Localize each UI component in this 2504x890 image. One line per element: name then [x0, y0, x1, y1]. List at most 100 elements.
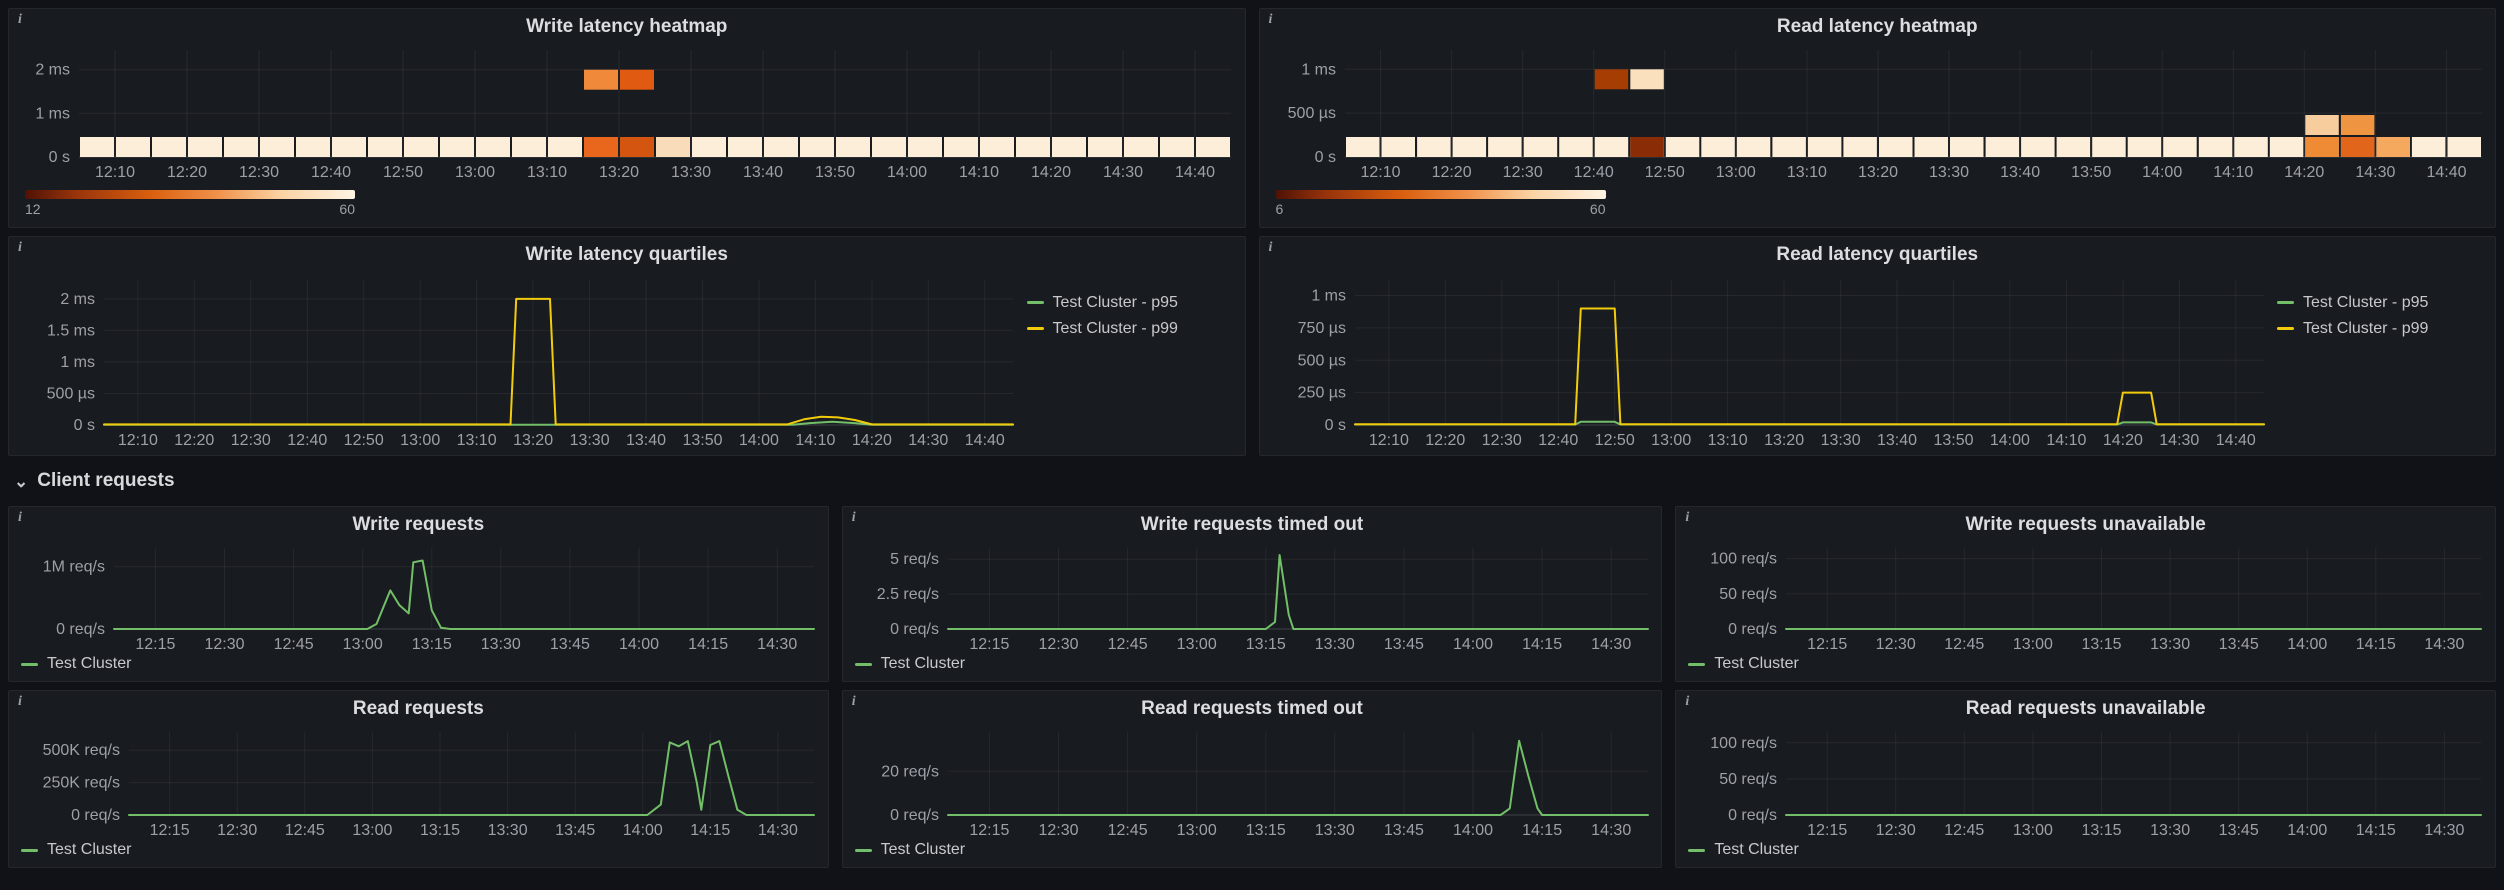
panel-read-latency-heatmap: i Read latency heatmap 12:10 12:20 12:30 12… [1258, 8, 2496, 228]
panel-info-icon[interactable]: i [1268, 240, 1273, 255]
panel-info-icon[interactable]: i [18, 240, 22, 255]
svg-text:1.5 ms: 1.5 ms [47, 322, 95, 339]
svg-text:13:45: 13:45 [2219, 636, 2259, 653]
svg-text:1 ms: 1 ms [1311, 287, 1346, 304]
legend-item-test-cluster[interactable]: Test Cluster [21, 841, 131, 859]
panel-title[interactable]: Write requests timed out [1140, 514, 1364, 535]
read-requests-timed-out-chart[interactable]: 12:15 12:30 12:45 13:00 13:15 13:30 13:45 14:00… [843, 724, 1662, 841]
svg-text:2.5 req/s: 2.5 req/s [876, 586, 938, 603]
panel-title[interactable]: Write latency quartiles [525, 244, 728, 265]
panel-title[interactable]: Read requests [352, 698, 484, 719]
write-latency-quartiles-chart[interactable]: 12:10 12:20 12:30 12:40 12:50 13:00 13:10 13:20… [9, 270, 1027, 455]
panel-legend: Test Cluster [843, 655, 1662, 681]
panel-legend: Test Cluster [9, 655, 828, 681]
write-latency-heatmap-chart[interactable]: 12:10 12:20 12:30 12:40 12:50 13:00 13:10 13:20… [9, 42, 1245, 187]
panel-info-icon[interactable]: i [851, 510, 856, 525]
svg-text:13:30: 13:30 [2150, 822, 2190, 839]
legend-label: Test Cluster - p95 [1052, 293, 1178, 311]
svg-text:12:10: 12:10 [1368, 432, 1408, 449]
legend-item-test-cluster[interactable]: Test Cluster [854, 841, 965, 859]
panel-info-icon[interactable]: i [1268, 12, 1273, 27]
heatmap-color-scale: 12 60 [9, 187, 1245, 227]
legend-item-test-cluster[interactable]: Test Cluster [21, 655, 131, 673]
legend-item-test-cluster[interactable]: Test Cluster [1688, 655, 1799, 673]
svg-text:13:50: 13:50 [1933, 432, 1973, 449]
panel-title[interactable]: Write latency heatmap [526, 16, 728, 37]
panel-write-latency-quartiles: i Write latency quartiles 12:10 12:20 12:3… [8, 236, 1246, 456]
svg-text:1 ms: 1 ms [60, 354, 95, 371]
write-requests-unavailable-chart[interactable]: 12:15 12:30 12:45 13:00 13:15 13:30 13:45 14:00… [1676, 540, 2495, 655]
color-scale-labels: 12 60 [25, 201, 355, 217]
row-header-label: Client requests [37, 470, 175, 491]
legend-item-p95[interactable]: Test Cluster - p95 [1026, 293, 1245, 312]
panel-read-requests: i Read requests 12:15 12:30 12:45 13:00 13:1… [8, 690, 829, 868]
svg-text:14:00: 14:00 [739, 432, 779, 449]
row-header-client-requests[interactable]: ⌄ Client requests [8, 464, 2496, 498]
svg-text:13:00: 13:00 [1176, 822, 1216, 839]
panel-write-latency-heatmap: i Write latency heatmap 12:10 12:20 12:30 1… [8, 8, 1246, 228]
svg-text:13:50: 13:50 [682, 432, 722, 449]
svg-text:20 req/s: 20 req/s [881, 763, 939, 780]
svg-text:14:15: 14:15 [688, 636, 728, 653]
heatmap-color-scale: 6 60 [1260, 187, 2496, 227]
write-requests-chart[interactable]: 12:15 12:30 12:45 13:00 13:15 13:30 13:45 14:00… [9, 540, 828, 655]
svg-text:500K req/s: 500K req/s [43, 742, 120, 759]
svg-text:13:30: 13:30 [2150, 636, 2190, 653]
panel-title[interactable]: Read latency quartiles [1776, 244, 1979, 265]
write-requests-timed-out-chart[interactable]: 12:15 12:30 12:45 13:00 13:15 13:30 13:45 14:00… [843, 540, 1662, 655]
panel-title[interactable]: Write requests [352, 514, 485, 535]
svg-text:14:40: 14:40 [2215, 432, 2255, 449]
read-requests-chart[interactable]: 12:15 12:30 12:45 13:00 13:15 13:30 13:45 14:00… [9, 724, 828, 841]
svg-text:14:30: 14:30 [2425, 822, 2465, 839]
svg-text:13:30: 13:30 [671, 164, 711, 181]
read-requests-unavailable-chart[interactable]: 12:15 12:30 12:45 13:00 13:15 13:30 13:45 14:00… [1676, 724, 2495, 841]
panel-title[interactable]: Read requests timed out [1141, 698, 1363, 719]
svg-text:13:30: 13:30 [570, 432, 610, 449]
svg-text:13:15: 13:15 [412, 636, 452, 653]
legend-item-test-cluster[interactable]: Test Cluster [1688, 841, 1799, 859]
svg-text:13:00: 13:00 [2013, 636, 2053, 653]
panel-title[interactable]: Read requests unavailable [1965, 698, 2206, 719]
svg-text:500 µs: 500 µs [47, 385, 95, 402]
svg-text:0 req/s: 0 req/s [1728, 807, 1777, 824]
panel-info-icon[interactable]: i [18, 694, 22, 709]
svg-text:14:30: 14:30 [2425, 636, 2465, 653]
svg-text:0 s: 0 s [74, 417, 95, 434]
svg-text:14:15: 14:15 [2356, 822, 2396, 839]
svg-text:12:45: 12:45 [274, 636, 314, 653]
svg-text:12:20: 12:20 [174, 432, 214, 449]
legend-item-p99[interactable]: Test Cluster - p99 [2277, 320, 2495, 338]
panel-title[interactable]: Read latency heatmap [1776, 16, 1978, 37]
svg-text:14:30: 14:30 [2159, 432, 2199, 449]
svg-text:13:30: 13:30 [488, 822, 528, 839]
legend-item-test-cluster[interactable]: Test Cluster [854, 655, 965, 673]
svg-text:13:00: 13:00 [2013, 822, 2053, 839]
panel-info-icon[interactable]: i [18, 12, 22, 27]
svg-text:14:30: 14:30 [2355, 164, 2395, 181]
panel-info-icon[interactable]: i [1685, 510, 1690, 525]
svg-text:12:20: 12:20 [167, 164, 207, 181]
svg-text:12:50: 12:50 [383, 164, 423, 181]
svg-text:12:30: 12:30 [1876, 822, 1916, 839]
svg-text:14:00: 14:00 [1453, 822, 1493, 839]
panel-title[interactable]: Write requests unavailable [1965, 514, 2206, 535]
panel-legend: Test Cluster [1676, 841, 2495, 867]
svg-text:13:00: 13:00 [343, 636, 383, 653]
svg-text:14:00: 14:00 [2288, 636, 2328, 653]
svg-text:14:00: 14:00 [887, 164, 927, 181]
legend-item-p95[interactable]: Test Cluster - p95 [2277, 294, 2495, 312]
svg-text:14:10: 14:10 [795, 432, 835, 449]
read-latency-quartiles-chart[interactable]: 12:10 12:20 12:30 12:40 12:50 13:00 13:10 13:20… [1260, 270, 2278, 455]
panel-info-icon[interactable]: i [1685, 694, 1690, 709]
svg-text:14:00: 14:00 [2288, 822, 2328, 839]
panel-info-icon[interactable]: i [18, 510, 22, 525]
panel-read-requests-unavailable: i Read requests unavailable 12:15 12:30 12… [1675, 690, 2496, 868]
legend-item-p99[interactable]: Test Cluster - p99 [1026, 319, 1245, 338]
read-latency-heatmap-chart[interactable]: 12:10 12:20 12:30 12:40 12:50 13:00 13:10 13:20… [1260, 42, 2496, 187]
svg-text:250 µs: 250 µs [1297, 384, 1345, 401]
panel-read-requests-timed-out: i Read requests timed out 12:15 12:30 12:4… [841, 690, 1663, 868]
panel-info-icon[interactable]: i [851, 694, 856, 709]
row-write-requests: i Write requests 12:15 12:30 12:45 13:00 13:… [8, 506, 2496, 682]
legend-label: Test Cluster - p99 [1052, 319, 1178, 337]
svg-text:12:15: 12:15 [1808, 636, 1848, 653]
